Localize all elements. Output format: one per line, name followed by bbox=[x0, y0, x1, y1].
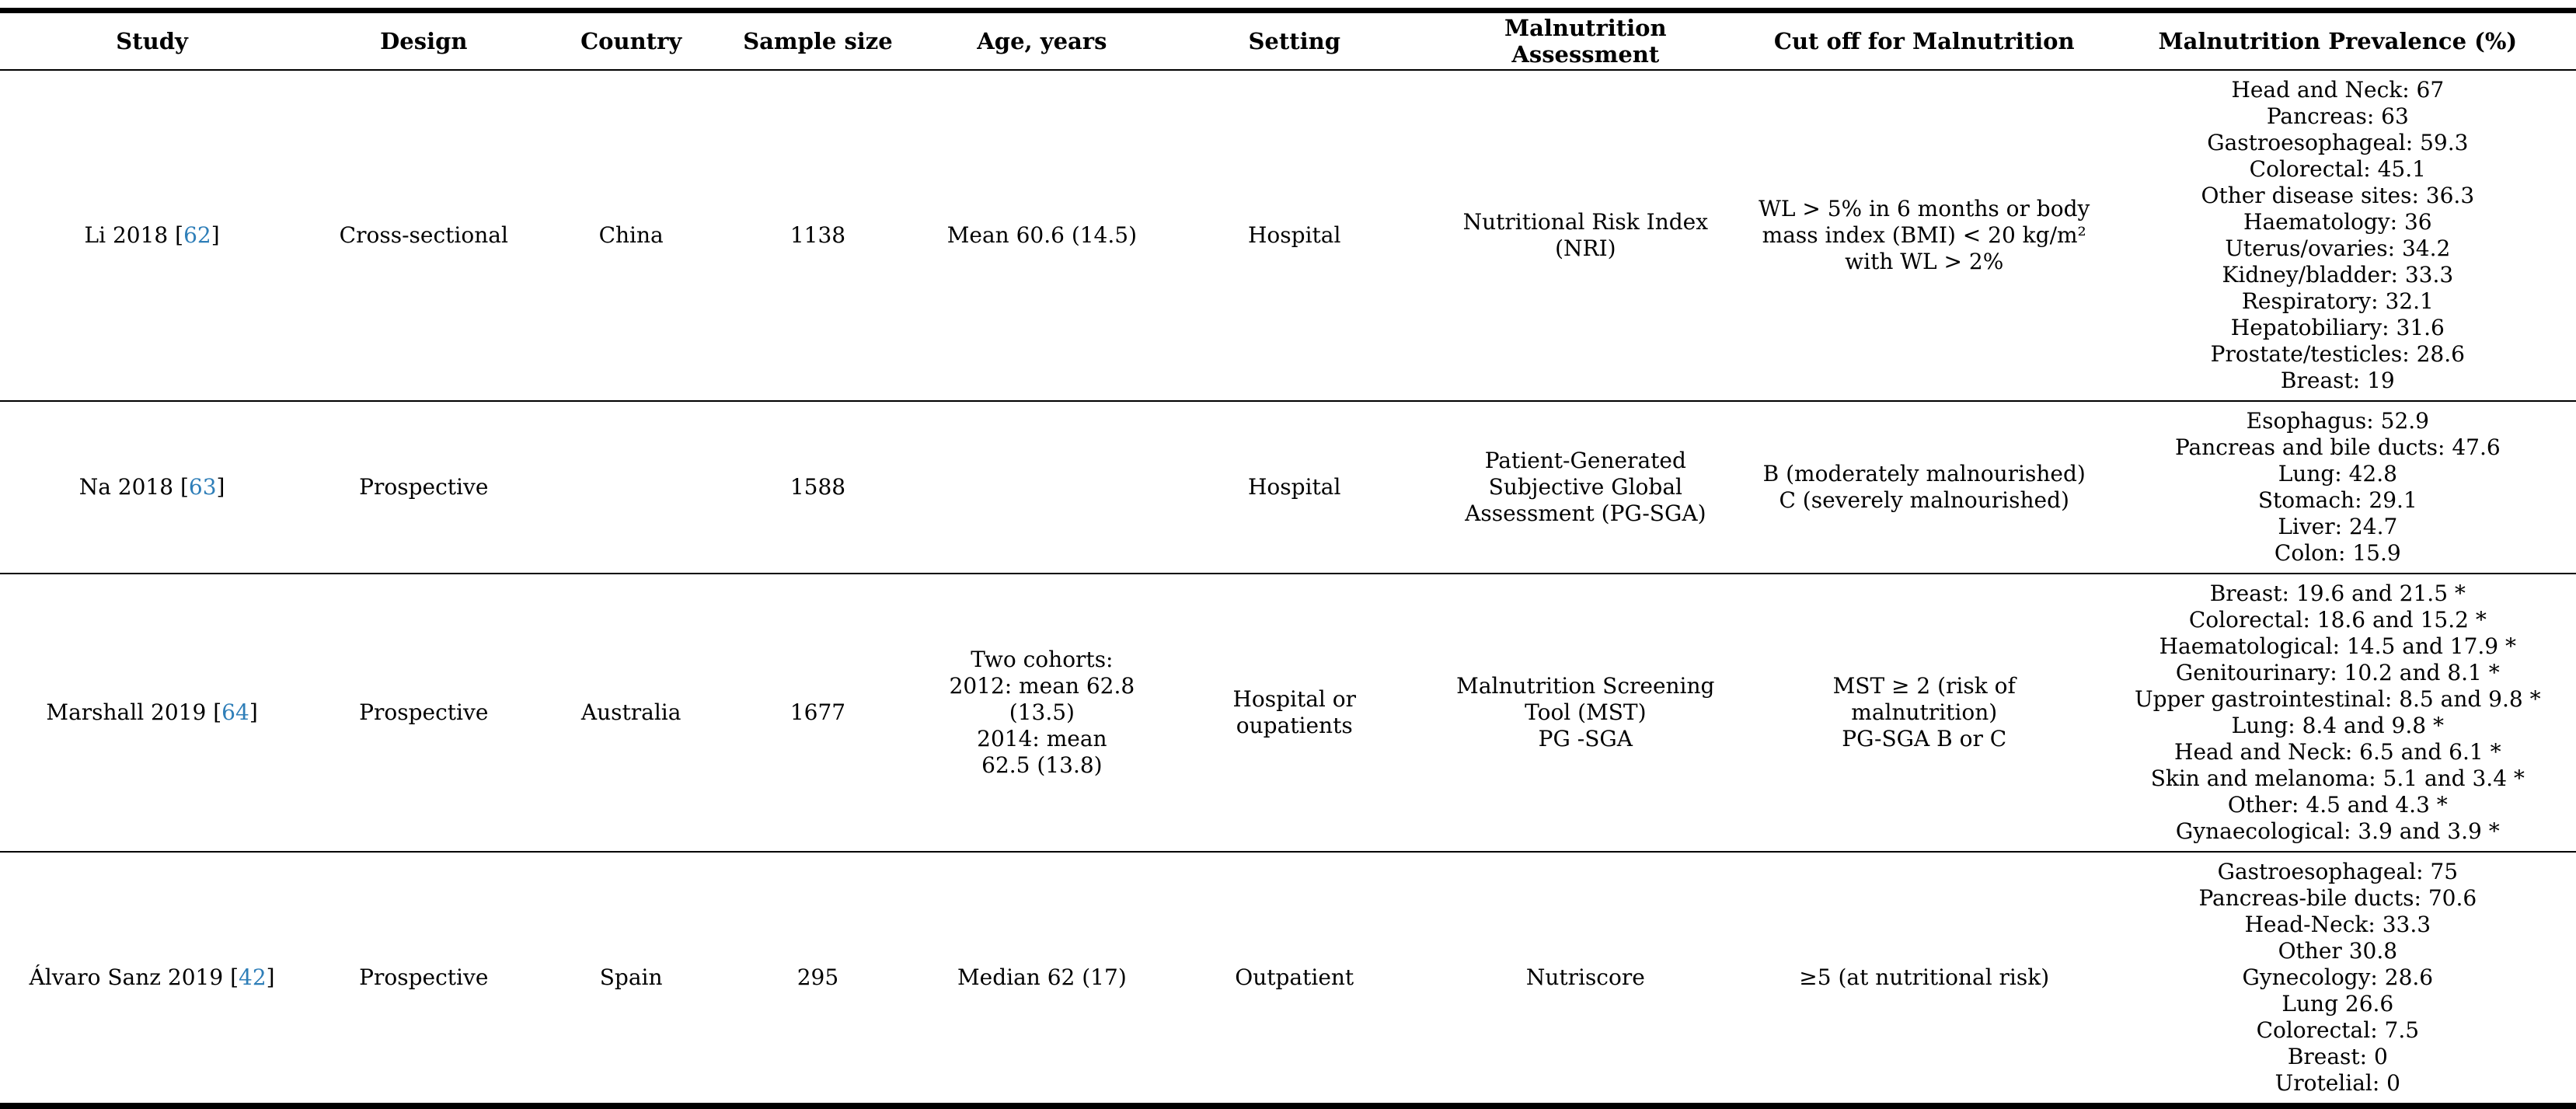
cell-design: Prospective bbox=[359, 964, 489, 990]
cell-prevalence: Gastroesophageal: 75 Pancreas-bile ducts:… bbox=[2198, 859, 2477, 1096]
cell-study: Marshall 2019 [64] bbox=[0, 574, 305, 853]
cell-setting: Hospital or oupatients bbox=[1166, 574, 1422, 853]
cell-country bbox=[543, 401, 719, 574]
cell-age: Two cohorts: 2012: mean 62.8 (13.5) 2014: … bbox=[917, 574, 1167, 853]
study-label: Li 2018 bbox=[84, 222, 169, 248]
cell-assessment: Malnutrition Screening Tool (MST) PG -SGA bbox=[1421, 574, 1749, 853]
cell-country: Spain bbox=[599, 964, 663, 990]
table-row: Marshall 2019 [64] Prospective Australia… bbox=[0, 574, 2576, 853]
cell-prevalence: Esophagus: 52.9 Pancreas and bile ducts: … bbox=[2099, 401, 2576, 574]
header-cutoff: Cut off for Malnutrition bbox=[1748, 10, 2100, 71]
header-assessment: Malnutrition Assessment bbox=[1421, 10, 1749, 71]
header-country: Country bbox=[543, 10, 719, 71]
cell-setting: Outpatient bbox=[1235, 964, 1354, 990]
header-sample-size: Sample size bbox=[718, 10, 918, 71]
cell-study: Na 2018 [63] bbox=[0, 401, 305, 574]
table-header: Study Design Country Sample size Age, ye… bbox=[0, 10, 2576, 71]
cell-study: Li 2018 [62] bbox=[0, 70, 305, 402]
cell-cutoff: MST ≥ 2 (risk of malnutrition) PG-SGA B o… bbox=[1748, 574, 2100, 853]
malnutrition-prevalence-table: Study Design Country Sample size Age, ye… bbox=[0, 8, 2576, 1109]
cell-age: Mean 60.6 (14.5) bbox=[917, 70, 1167, 402]
cell-assessment: Patient-Generated Subjective Global Assess… bbox=[1421, 401, 1749, 574]
citation-bracket: [ bbox=[180, 474, 189, 500]
cell-design: Prospective bbox=[304, 401, 544, 574]
citation-bracket: [ bbox=[230, 964, 239, 990]
cell-setting: Hospital bbox=[1166, 70, 1422, 402]
header-prevalence: Malnutrition Prevalence (%) bbox=[2099, 10, 2576, 71]
citation-bracket: ] bbox=[249, 699, 258, 725]
cell-cutoff: ≥5 (at nutritional risk) bbox=[1799, 964, 2050, 990]
citation-bracket: [ bbox=[213, 699, 222, 725]
study-label: Na 2018 bbox=[78, 474, 174, 500]
cell-prevalence: Breast: 19.6 and 21.5 * Colorectal: 18.6 … bbox=[2099, 574, 2576, 853]
cell-assessment: Nutriscore bbox=[1525, 964, 1645, 990]
study-label: Marshall 2019 bbox=[46, 699, 207, 725]
citation-link[interactable]: 63 bbox=[188, 474, 217, 500]
header-age: Age, years bbox=[917, 10, 1167, 71]
cell-age: Median 62 (17) bbox=[957, 964, 1127, 990]
cell-prevalence: Head and Neck: 67 Pancreas: 63 Gastroesoph… bbox=[2099, 70, 2576, 402]
cell-sample-size: 1588 bbox=[718, 401, 918, 574]
header-row: Study Design Country Sample size Age, ye… bbox=[0, 10, 2576, 71]
cell-country: Australia bbox=[543, 574, 719, 853]
cell-assessment: Nutritional Risk Index (NRI) bbox=[1421, 70, 1749, 402]
header-design: Design bbox=[304, 10, 544, 71]
table-row: Álvaro Sanz 2019 [42] Prospective Spain … bbox=[0, 852, 2576, 1106]
cell-sample-size: 1138 bbox=[718, 70, 918, 402]
cell-study: Álvaro Sanz 2019 [42] bbox=[0, 852, 304, 1106]
citation-bracket: ] bbox=[216, 474, 225, 500]
cell-sample-size: 295 bbox=[797, 964, 839, 990]
citation-bracket: [ bbox=[175, 222, 184, 248]
citation-bracket: ] bbox=[266, 964, 275, 990]
table-row: Na 2018 [63] Prospective 1588 Hospital P… bbox=[0, 401, 2576, 574]
study-label: Álvaro Sanz 2019 bbox=[29, 964, 224, 990]
cell-country: China bbox=[543, 70, 719, 402]
citation-link[interactable]: 64 bbox=[221, 699, 249, 725]
cell-sample-size: 1677 bbox=[718, 574, 918, 853]
cell-cutoff: WL > 5% in 6 months or body mass index (B… bbox=[1748, 70, 2100, 402]
header-setting: Setting bbox=[1166, 10, 1422, 71]
cell-age bbox=[917, 401, 1167, 574]
cell-design: Cross-sectional bbox=[304, 70, 544, 402]
citation-link[interactable]: 42 bbox=[239, 964, 267, 990]
cell-setting: Hospital bbox=[1166, 401, 1422, 574]
cell-cutoff: B (moderately malnourished) C (severely m… bbox=[1748, 401, 2100, 574]
citation-bracket: ] bbox=[211, 222, 220, 248]
header-study: Study bbox=[0, 10, 305, 71]
table-row: Li 2018 [62] Cross-sectional China 1138 … bbox=[0, 70, 2576, 402]
cell-design: Prospective bbox=[304, 574, 544, 853]
citation-link[interactable]: 62 bbox=[183, 222, 211, 248]
paper-table-page: Study Design Country Sample size Age, ye… bbox=[0, 8, 2576, 1109]
